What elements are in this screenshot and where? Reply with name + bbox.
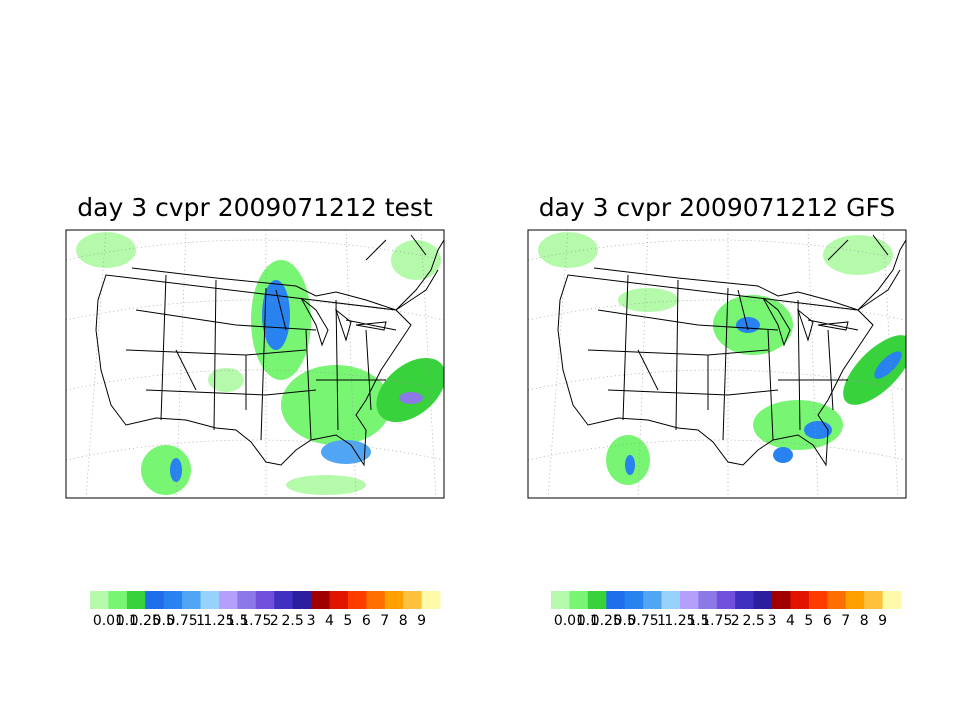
colorbar-label: 1.75 (701, 613, 732, 629)
colorbar-label: 0.25 (591, 613, 622, 629)
colorbar-swatch (790, 591, 810, 609)
colorbar-label: 1 (196, 613, 205, 629)
colorbar-swatch (182, 591, 202, 609)
colorbar-swatch (347, 591, 367, 609)
colorbar-label: 1 (657, 613, 666, 629)
colorbar-label: 2 (731, 613, 740, 629)
colorbar-swatch (108, 591, 128, 609)
colorbar-swatch (145, 591, 165, 609)
colorbar-label: 2.5 (281, 613, 303, 629)
colorbar-label: 1.75 (240, 613, 271, 629)
colorbar-label: 0.5 (614, 613, 636, 629)
colorbar-label: 9 (417, 613, 426, 629)
colorbar-swatch (606, 591, 626, 609)
colorbar-swatch (882, 591, 902, 609)
colorbar-label: 0.25 (130, 613, 161, 629)
map-frame (65, 229, 445, 499)
colorbar-label: 0.1 (116, 613, 138, 629)
colorbar-swatch (698, 591, 718, 609)
map-frame (527, 229, 907, 499)
colorbar-swatch (218, 591, 238, 609)
colorbar-swatch (827, 591, 847, 609)
colorbar-label: 3 (768, 613, 777, 629)
colorbar-swatch (237, 591, 257, 609)
colorbar-label: 0.01 (554, 613, 585, 629)
colorbar-swatch (292, 591, 312, 609)
colorbar-label: 6 (823, 613, 832, 629)
colorbar-label: 1.25 (203, 613, 234, 629)
colorbar-label: 7 (380, 613, 389, 629)
colorbar-label: 0.75 (628, 613, 659, 629)
colorbar-swatch (163, 591, 183, 609)
colorbar-swatch (90, 591, 109, 609)
colorbar-swatch (421, 591, 441, 609)
colorbar-label: 0.1 (577, 613, 599, 629)
map-right (528, 230, 906, 498)
colorbar-label: 0.01 (93, 613, 124, 629)
panel-title: day 3 cvpr 2009071212 test (77, 193, 433, 222)
colorbar-swatch (200, 591, 220, 609)
colorbar-label: 2 (270, 613, 279, 629)
colorbar-swatch (661, 591, 681, 609)
colorbar-swatch (311, 591, 330, 609)
colorbar-swatch (274, 591, 294, 609)
colorbar-swatch (735, 591, 755, 609)
colorbar-label: 5 (804, 613, 813, 629)
colorbar-swatch (587, 591, 607, 609)
colorbar-label: 8 (860, 613, 869, 629)
colorbar-swatch (864, 591, 884, 609)
colorbar-swatch (126, 591, 146, 609)
colorbar-swatch (772, 591, 791, 609)
colorbar-swatch (808, 591, 828, 609)
colorbar-swatch (569, 591, 589, 609)
colorbar-swatch (679, 591, 699, 609)
colorbar-label: 0.75 (167, 613, 198, 629)
colorbar-label: 0.5 (153, 613, 175, 629)
colorbar-label: 6 (362, 613, 371, 629)
colorbar-swatch (624, 591, 644, 609)
colorbar-label: 4 (325, 613, 334, 629)
colorbar-swatch (329, 591, 349, 609)
precip-field (538, 232, 906, 485)
colorbar-swatch (366, 591, 386, 609)
colorbar-label: 9 (878, 613, 887, 629)
colorbar-label: 3 (307, 613, 316, 629)
colorbar-swatch (384, 591, 404, 609)
colorbar-label: 2.5 (742, 613, 764, 629)
colorbar-swatch (551, 591, 570, 609)
colorbar-label: 7 (841, 613, 850, 629)
colorbar-label: 8 (399, 613, 408, 629)
panel-title: day 3 cvpr 2009071212 GFS (539, 193, 896, 222)
precip-field (76, 232, 444, 495)
colorbar-swatch (643, 591, 663, 609)
colorbar-label: 4 (786, 613, 795, 629)
colorbar-swatch (716, 591, 736, 609)
colorbar-label: 1.25 (664, 613, 695, 629)
colorbar-swatch (845, 591, 865, 609)
colorbar-label: 1.5 (687, 613, 709, 629)
map-left (66, 230, 444, 498)
colorbar-swatch (403, 591, 423, 609)
colorbar-label: 5 (343, 613, 352, 629)
colorbar-swatch (255, 591, 275, 609)
colorbar-label: 1.5 (226, 613, 248, 629)
colorbar-swatch (753, 591, 773, 609)
